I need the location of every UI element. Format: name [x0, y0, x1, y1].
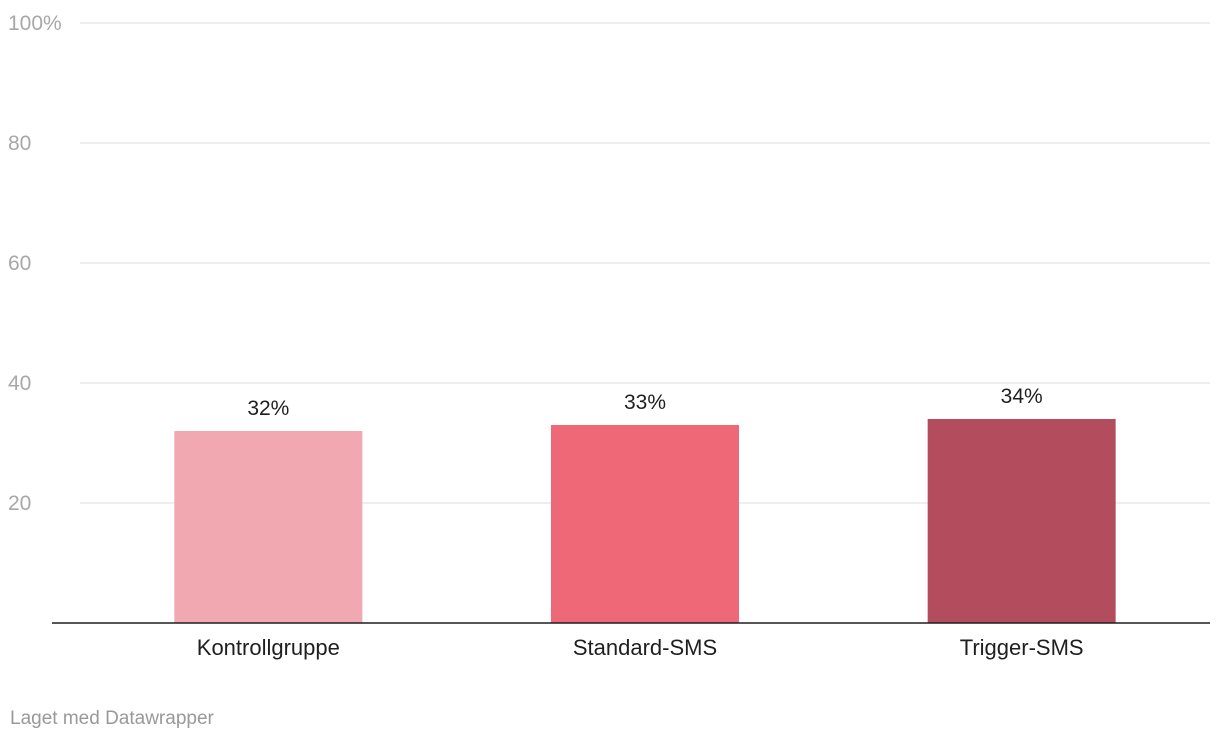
y-tick-label: 80 [8, 132, 31, 155]
value-labels: 32% 33% 34% [247, 385, 1042, 420]
x-tick-label: Trigger-SMS [960, 635, 1084, 660]
y-tick-label: 20 [8, 492, 31, 515]
bar-value-label: 33% [624, 391, 666, 414]
bar-value-label: 34% [1001, 385, 1043, 408]
bar-value-label: 32% [247, 397, 289, 420]
category-labels: Kontrollgruppe Standard-SMS Trigger-SMS [197, 635, 1084, 660]
y-tick-label: 100% [8, 12, 62, 35]
bar [927, 419, 1116, 623]
x-tick-label: Kontrollgruppe [197, 635, 340, 660]
bars [174, 419, 1116, 623]
y-tick-label: 40 [8, 372, 31, 395]
bar [174, 431, 363, 623]
credit-text: Laget med Datawrapper [10, 708, 214, 729]
bar [551, 425, 739, 623]
y-tick-label: 60 [8, 252, 31, 275]
x-tick-label: Standard-SMS [573, 635, 717, 660]
